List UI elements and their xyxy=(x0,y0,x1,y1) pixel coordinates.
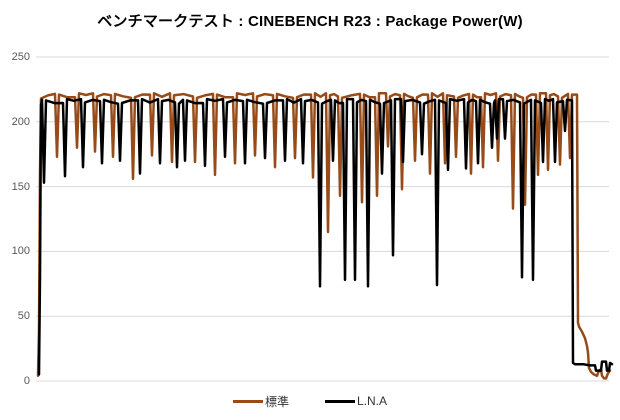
series-line-lna xyxy=(37,97,614,376)
legend-item-standard: 標準 xyxy=(232,393,289,410)
legend-swatch-lna xyxy=(325,399,355,403)
legend: 標準 L.N.A xyxy=(0,392,620,410)
legend-label-standard: 標準 xyxy=(264,394,289,409)
series-line-standard xyxy=(36,92,612,380)
legend-label-lna: L.N.A xyxy=(357,394,388,408)
legend-item-lna: L.N.A xyxy=(325,394,387,408)
chart-title: ベンチマークテスト : CINEBENCH R23 : Package Powe… xyxy=(97,13,523,30)
legend-swatch-standard xyxy=(232,399,263,403)
